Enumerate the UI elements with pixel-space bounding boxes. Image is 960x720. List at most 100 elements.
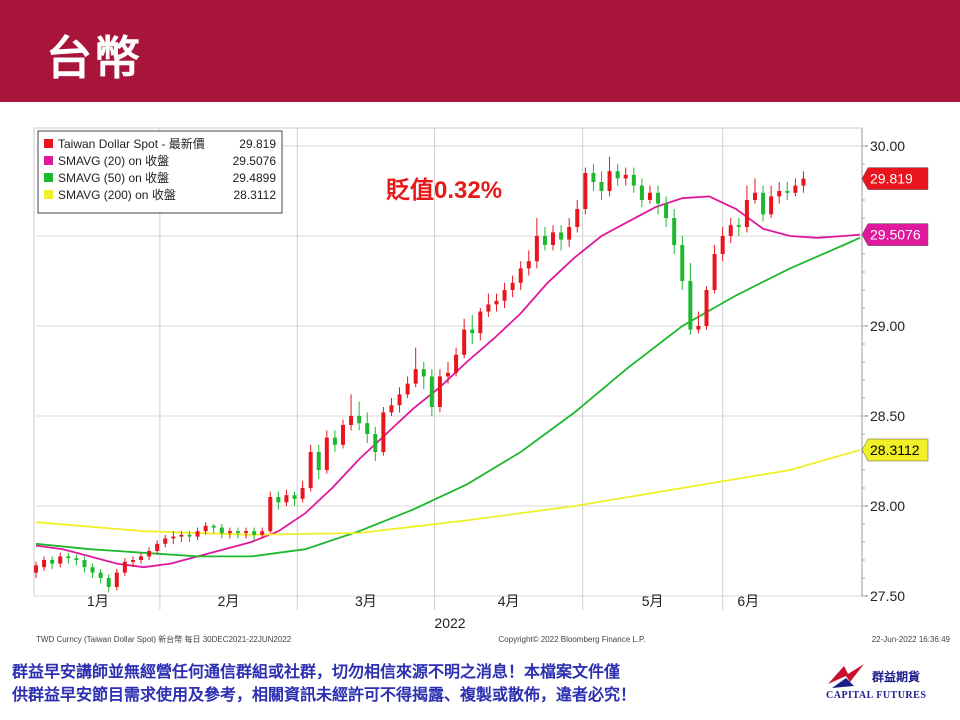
x-tick-label: 3月	[355, 593, 377, 609]
candle	[470, 315, 475, 344]
candle	[720, 227, 725, 262]
candle	[631, 167, 636, 193]
candle-body	[349, 416, 354, 425]
candle-body	[171, 536, 176, 539]
candle	[785, 182, 790, 200]
candle-body	[74, 558, 79, 560]
candle-body	[437, 376, 442, 407]
candle	[340, 419, 345, 449]
candle-body	[219, 527, 224, 533]
candle	[664, 196, 669, 227]
legend-value: 29.819	[239, 137, 276, 151]
candle	[397, 387, 402, 413]
candle-body	[559, 232, 564, 240]
candle	[769, 185, 774, 218]
candle-body	[42, 560, 47, 568]
candle	[437, 369, 442, 413]
candle	[793, 178, 798, 197]
candle-body	[599, 182, 604, 191]
candle	[494, 293, 499, 312]
disclaimer-line-2: 供群益早安節目需求使用及參考，相關資訊未經許可不得揭露、複製或散佈，違者必究！	[12, 685, 637, 704]
candle-body	[195, 531, 200, 537]
legend-box	[37, 130, 283, 214]
candle-body	[462, 329, 467, 355]
candle	[163, 534, 168, 548]
candle	[429, 369, 434, 416]
candle	[195, 527, 200, 541]
y-tick-label: 27.50	[870, 588, 905, 604]
candle	[90, 563, 95, 578]
candle-body	[163, 538, 168, 544]
candle	[50, 556, 55, 569]
value-label: 28.3112	[861, 438, 929, 462]
candle	[623, 167, 628, 186]
footer: 群益早安講師並無經營任何通信群組或社群，切勿相信來源不明之消息！本檔案文件僅 供…	[0, 654, 960, 720]
candle	[227, 527, 232, 539]
candle	[308, 444, 313, 492]
candle	[389, 398, 394, 416]
ma-line	[35, 195, 861, 569]
candle	[801, 171, 806, 193]
candle-body	[187, 534, 192, 537]
candle	[712, 245, 717, 294]
legend-swatch	[44, 156, 53, 165]
candle-body	[801, 178, 806, 186]
candle-body	[413, 369, 418, 384]
candle-body	[268, 497, 273, 532]
candle-body	[147, 551, 152, 557]
candle-body	[308, 452, 313, 488]
candle-body	[591, 173, 596, 182]
candle	[147, 547, 152, 560]
candle	[478, 308, 483, 341]
candle-body	[324, 437, 329, 470]
x-tick-label: 2月	[218, 593, 240, 609]
candle-body	[672, 218, 677, 245]
candle-body	[486, 304, 491, 312]
candle	[583, 167, 588, 215]
candle	[559, 225, 564, 251]
legend-item: SMAVG (20) on 收盤 29.5076	[44, 154, 276, 168]
candle-body	[470, 329, 475, 334]
candle	[300, 480, 305, 503]
legend-items: Taiwan Dollar Spot - 最新價 29.819 SMAVG (20)…	[44, 136, 276, 202]
candle-body	[518, 268, 523, 283]
candle-body	[744, 200, 749, 227]
candle-body	[284, 495, 289, 503]
candle	[66, 552, 71, 564]
value-label: 29.5076	[861, 223, 929, 246]
candle-body	[785, 191, 790, 193]
candle-body	[252, 531, 257, 535]
y-tick-label: 28.00	[870, 498, 905, 514]
value-label-box	[861, 223, 929, 246]
candle	[599, 171, 604, 200]
legend-value: 28.3112	[234, 188, 277, 202]
candle	[462, 318, 467, 359]
candles	[34, 156, 806, 593]
candle-body	[179, 534, 184, 537]
candle	[203, 522, 208, 535]
candle	[405, 376, 410, 398]
candle-body	[542, 236, 547, 245]
candle-body	[623, 174, 628, 179]
legend-label: SMAVG (50) on 收盤	[58, 171, 169, 185]
candle	[114, 569, 119, 591]
candle-body	[332, 437, 337, 445]
candle-body	[526, 261, 531, 269]
candle	[106, 574, 111, 593]
candle-body	[316, 452, 321, 470]
logo-text-en: CAPITAL FUTURES	[826, 690, 927, 701]
candle	[575, 200, 580, 233]
legend-label: Taiwan Dollar Spot - 最新價	[58, 136, 205, 151]
candle-body	[478, 311, 483, 334]
ma-line	[35, 449, 861, 536]
candle	[292, 491, 297, 506]
candle	[591, 164, 596, 191]
candle-body	[235, 531, 240, 533]
candle	[252, 527, 257, 541]
candle	[672, 209, 677, 254]
ma-line	[35, 236, 861, 558]
header-bar: 台幣	[0, 0, 960, 102]
candle	[728, 218, 733, 244]
